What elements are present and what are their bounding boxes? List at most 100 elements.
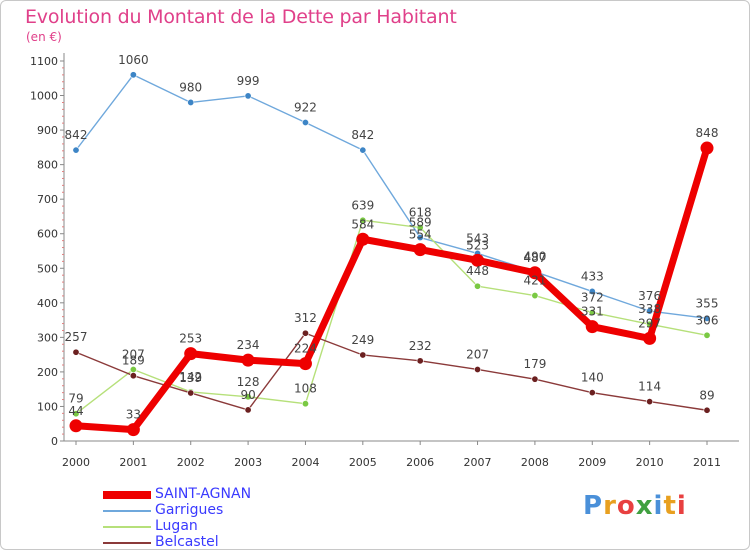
y-tick-label: 700 — [37, 193, 58, 206]
data-label-garrigues: 922 — [294, 100, 317, 114]
data-label-saint-agnan: 584 — [351, 217, 374, 231]
x-tick-label: 2000 — [62, 456, 90, 469]
x-tick-label: 2006 — [406, 456, 434, 469]
data-label-belcastel: 139 — [179, 371, 202, 385]
data-point-saint-agnan — [413, 243, 427, 257]
series-line-garrigues — [75, 74, 708, 320]
x-tick-label: 2011 — [693, 456, 721, 469]
data-point-belcastel — [646, 398, 654, 406]
data-point-lugan — [703, 331, 711, 339]
data-point-lugan — [72, 410, 80, 418]
x-tick-label: 2010 — [636, 456, 664, 469]
x-tick-label: 2004 — [291, 456, 319, 469]
data-label-lugan: 338 — [638, 302, 661, 316]
y-tick-label: 0 — [51, 435, 58, 448]
data-label-garrigues: 355 — [696, 296, 719, 310]
y-tick-label: 1000 — [30, 90, 58, 103]
data-label-belcastel: 312 — [294, 311, 317, 325]
data-label-belcastel: 257 — [65, 330, 88, 344]
data-point-saint-agnan — [528, 266, 542, 280]
data-label-belcastel: 249 — [351, 333, 374, 347]
chart-title: Evolution du Montant de la Dette par Hab… — [25, 6, 457, 28]
data-point-belcastel — [416, 357, 424, 365]
data-point-belcastel — [187, 389, 195, 397]
y-tick-label: 200 — [37, 366, 58, 379]
legend-label: Belcastel — [155, 534, 219, 550]
data-point-garrigues — [359, 146, 367, 154]
logo-letter: o — [616, 491, 636, 521]
data-point-saint-agnan — [241, 353, 255, 367]
x-tick-label: 2005 — [349, 456, 377, 469]
data-label-garrigues: 589 — [409, 216, 432, 230]
data-point-lugan — [301, 400, 309, 408]
data-point-saint-agnan — [471, 253, 485, 267]
data-label-lugan: 618 — [409, 206, 432, 220]
y-tick-label: 800 — [37, 159, 58, 172]
data-point-garrigues — [703, 314, 711, 322]
y-tick-label: 500 — [37, 262, 58, 275]
data-point-saint-agnan — [356, 232, 370, 246]
data-label-saint-agnan: 523 — [466, 238, 489, 252]
y-tick-label: 900 — [37, 124, 58, 137]
data-point-lugan — [588, 308, 596, 316]
proxiti-logo: Proxiti — [583, 491, 687, 521]
data-point-belcastel — [359, 351, 367, 359]
data-label-lugan: 448 — [466, 264, 489, 278]
data-point-belcastel — [703, 406, 711, 414]
y-tick-label: 400 — [37, 297, 58, 310]
data-point-garrigues — [72, 146, 80, 154]
data-point-belcastel — [588, 389, 596, 397]
data-label-garrigues: 999 — [237, 74, 260, 88]
data-label-lugan: 128 — [237, 375, 260, 389]
data-point-lugan — [531, 292, 539, 300]
data-label-saint-agnan: 331 — [581, 305, 604, 319]
data-point-garrigues — [588, 287, 596, 295]
data-label-lugan: 108 — [294, 382, 317, 396]
legend-swatch — [103, 542, 151, 544]
data-point-garrigues — [187, 98, 195, 106]
data-point-garrigues — [301, 118, 309, 126]
x-tick-label: 2003 — [234, 456, 262, 469]
data-point-lugan — [359, 216, 367, 224]
data-point-lugan — [244, 393, 252, 401]
data-label-garrigues: 842 — [65, 128, 88, 142]
data-label-garrigues: 1060 — [118, 53, 149, 67]
data-label-garrigues: 980 — [179, 80, 202, 94]
legend-swatch — [103, 510, 151, 512]
y-tick-label: 100 — [37, 400, 58, 413]
logo-letter: i — [653, 491, 664, 521]
legend-swatch — [103, 491, 151, 499]
data-label-lugan: 142 — [179, 370, 202, 384]
data-point-lugan — [474, 282, 482, 290]
data-point-saint-agnan — [700, 141, 714, 155]
data-label-lugan: 207 — [122, 347, 145, 361]
y-tick-label: 600 — [37, 228, 58, 241]
logo-letter: P — [583, 491, 604, 521]
logo-letter: t — [663, 491, 677, 521]
unit-label: (en €) — [26, 30, 62, 44]
x-tick-label: 2001 — [119, 456, 147, 469]
y-tick-label: 1100 — [30, 55, 58, 68]
data-point-belcastel — [301, 329, 309, 337]
data-point-saint-agnan — [69, 419, 83, 433]
data-point-lugan — [416, 224, 424, 232]
data-point-saint-agnan — [643, 331, 657, 345]
data-label-saint-agnan: 297 — [638, 316, 661, 330]
data-label-garrigues: 433 — [581, 269, 604, 283]
series-line-belcastel — [75, 332, 708, 411]
data-label-garrigues: 376 — [638, 289, 661, 303]
legend-label: Lugan — [155, 518, 198, 534]
series-line-lugan — [75, 219, 708, 415]
x-tick-label: 2007 — [464, 456, 492, 469]
data-point-belcastel — [244, 406, 252, 414]
y-tick-label: 300 — [37, 331, 58, 344]
data-point-garrigues — [129, 71, 137, 79]
data-label-belcastel: 114 — [638, 380, 661, 394]
data-point-garrigues — [416, 234, 424, 242]
data-label-lugan: 372 — [581, 290, 604, 304]
data-label-saint-agnan: 33 — [126, 408, 141, 422]
data-point-saint-agnan — [184, 347, 198, 361]
data-label-belcastel: 179 — [523, 357, 546, 371]
x-tick-label: 2008 — [521, 456, 549, 469]
